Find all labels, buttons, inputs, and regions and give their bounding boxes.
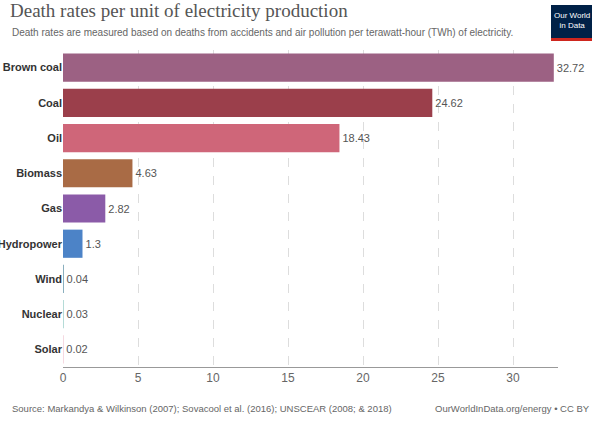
svg-text:25: 25 (431, 371, 445, 385)
svg-text:Source: Markandya & Wilkinson: Source: Markandya & Wilkinson (2007); So… (12, 403, 392, 414)
svg-text:0.03: 0.03 (66, 308, 87, 320)
svg-text:2.82: 2.82 (108, 203, 129, 215)
svg-text:OurWorldInData.org/energy • CC: OurWorldInData.org/energy • CC BY (435, 403, 590, 414)
svg-text:Biomass: Biomass (16, 167, 62, 179)
svg-text:24.62: 24.62 (435, 97, 463, 109)
svg-text:15: 15 (281, 371, 295, 385)
svg-text:4.63: 4.63 (135, 167, 156, 179)
svg-text:32.72: 32.72 (557, 62, 585, 74)
svg-text:0.04: 0.04 (67, 273, 88, 285)
svg-text:10: 10 (206, 371, 220, 385)
svg-text:Our Worldin Data: Our Worldin Data (554, 11, 590, 30)
svg-text:30: 30 (506, 371, 520, 385)
svg-text:Brown coal: Brown coal (3, 61, 62, 73)
svg-text:18.43: 18.43 (342, 132, 370, 144)
svg-text:Nuclear: Nuclear (22, 308, 63, 320)
svg-text:Wind: Wind (35, 273, 62, 285)
svg-text:Death rates are measured based: Death rates are measured based on deaths… (12, 27, 513, 38)
svg-text:Death rates per unit of electr: Death rates per unit of electricity prod… (10, 0, 348, 21)
svg-text:Solar: Solar (34, 343, 62, 355)
svg-text:Oil: Oil (47, 132, 62, 144)
svg-text:0: 0 (60, 371, 67, 385)
svg-text:0.02: 0.02 (66, 343, 87, 355)
svg-text:Coal: Coal (38, 97, 62, 109)
svg-text:Hydropower: Hydropower (0, 238, 63, 250)
svg-text:5: 5 (135, 371, 142, 385)
svg-text:Gas: Gas (41, 202, 62, 214)
svg-text:1.3: 1.3 (86, 238, 101, 250)
svg-text:20: 20 (356, 371, 370, 385)
